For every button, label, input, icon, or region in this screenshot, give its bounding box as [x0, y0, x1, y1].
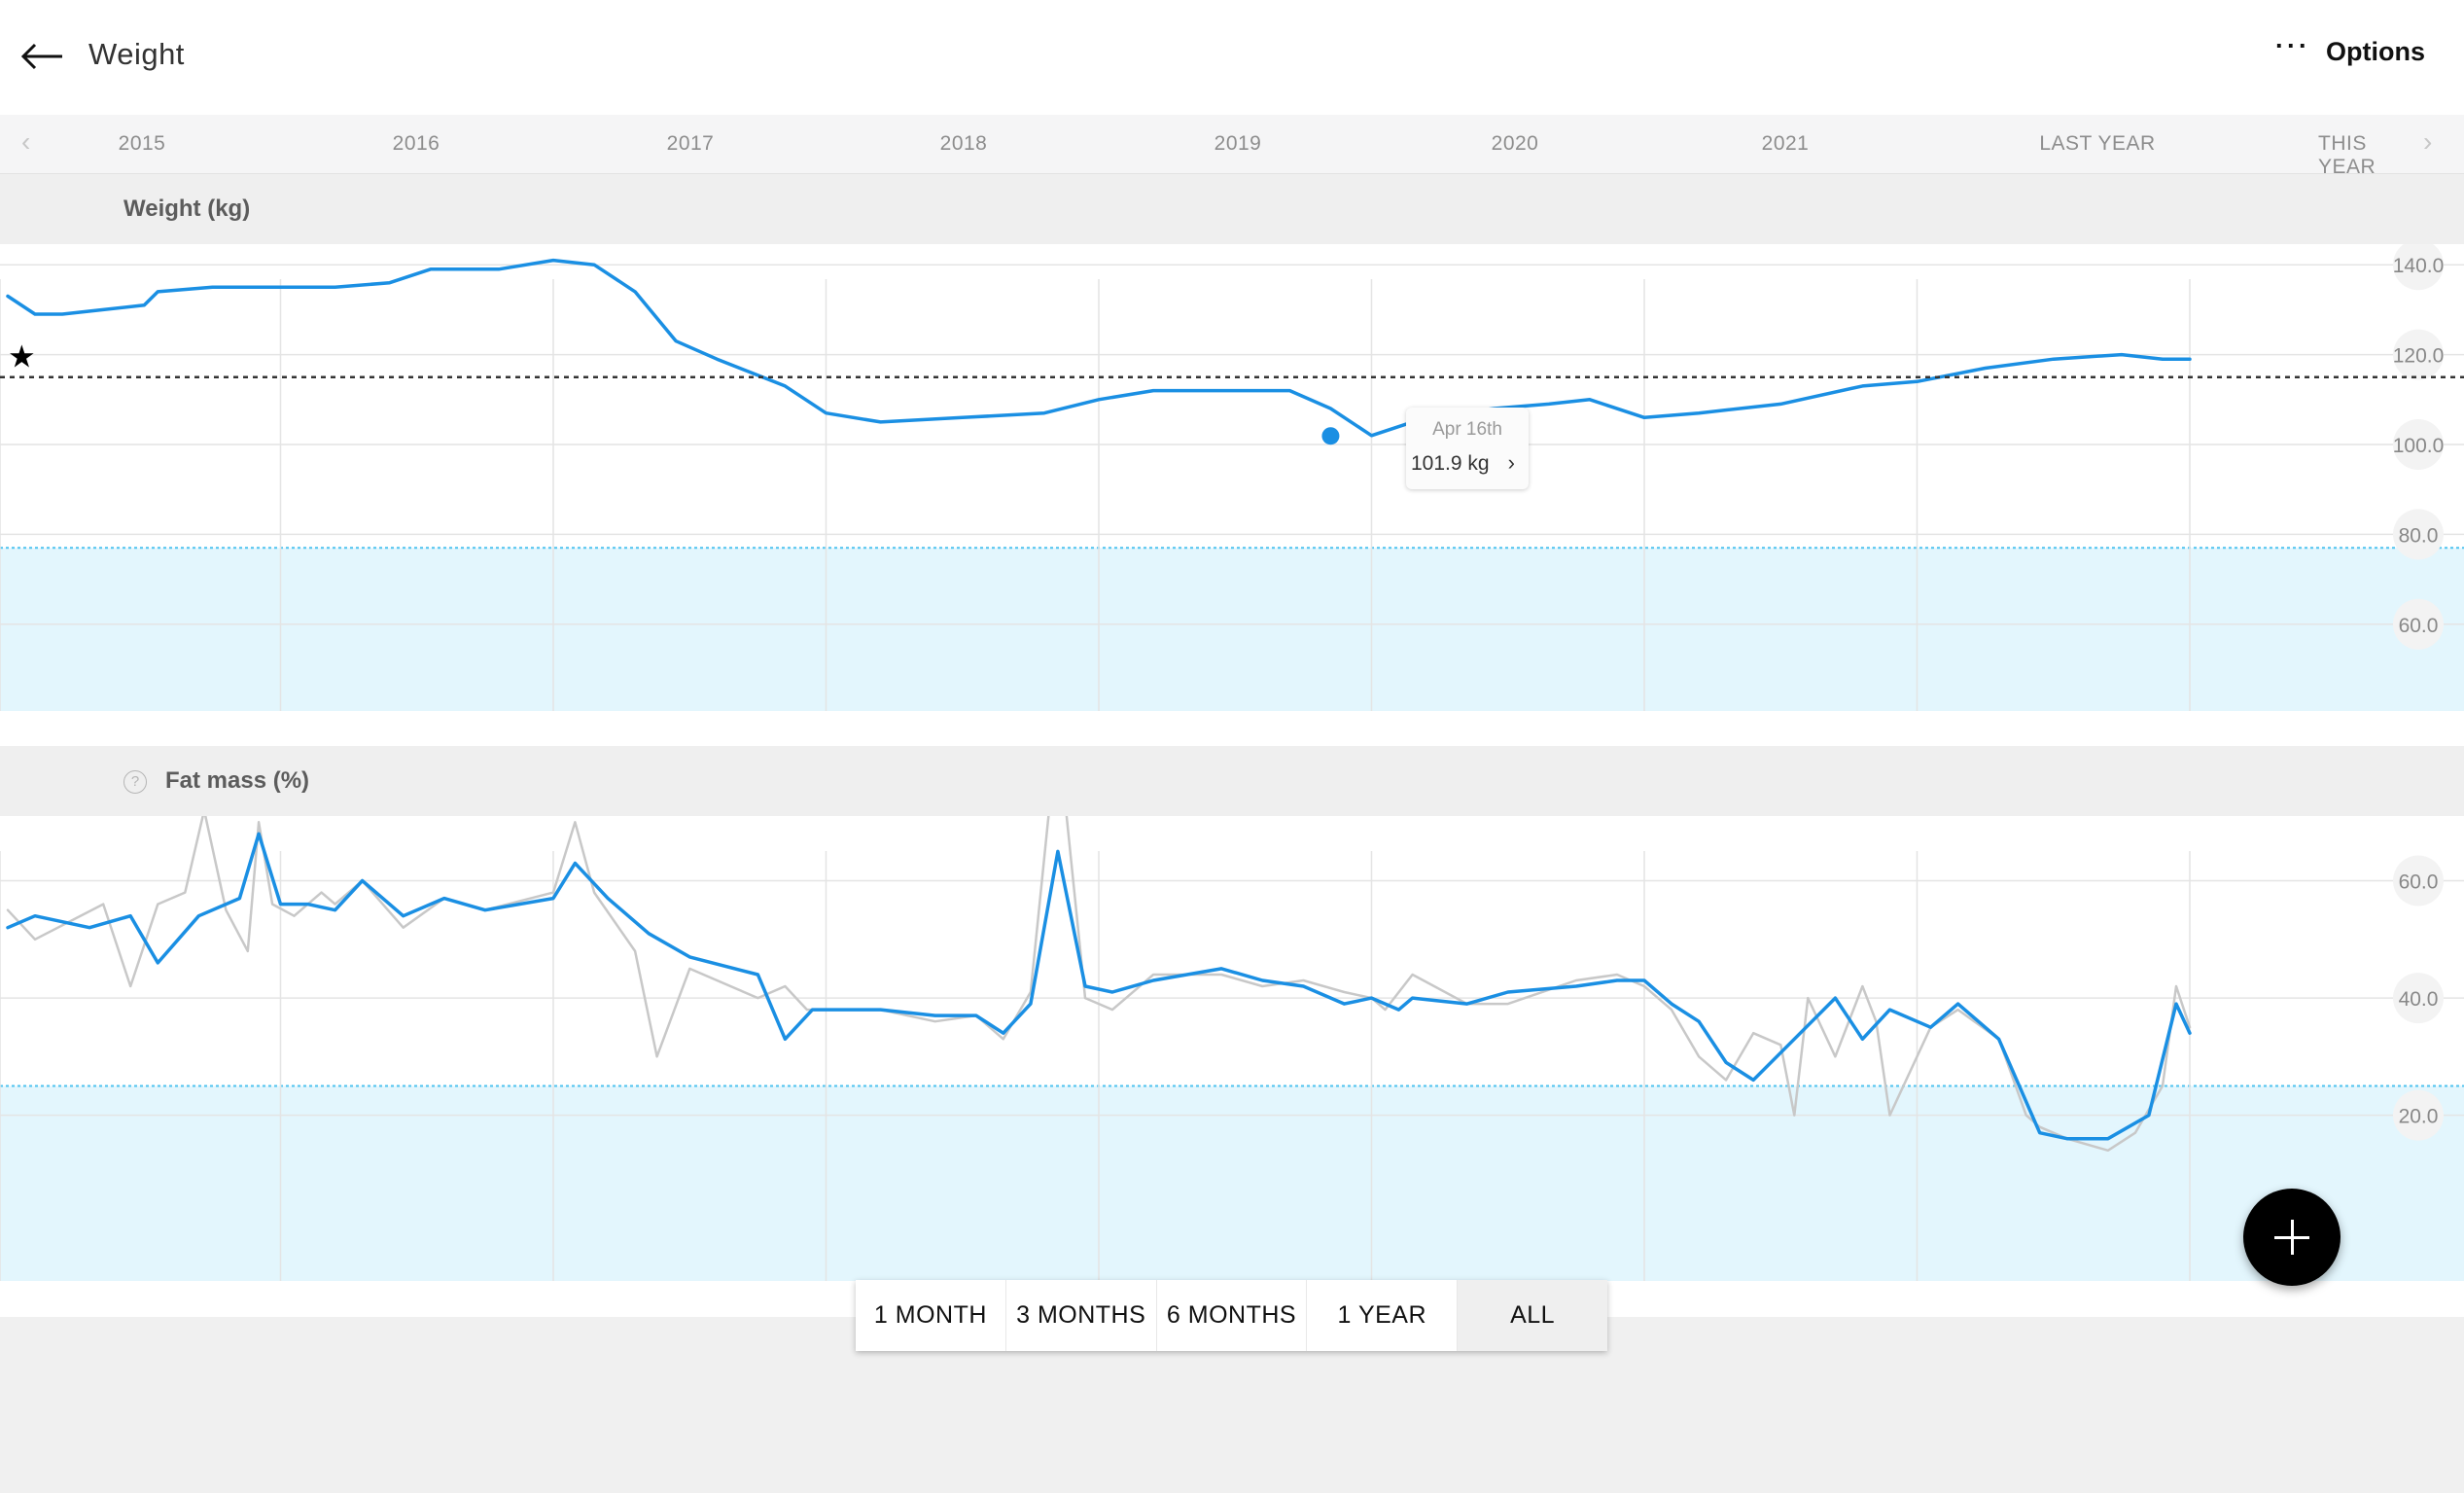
- weight-section-header: Weight (kg): [0, 174, 2464, 244]
- tooltip-date: Apr 16th: [1432, 419, 1502, 440]
- arrow-left-icon: [20, 43, 62, 70]
- raw-series-line: [6, 816, 2192, 1153]
- more-dots-icon: ···: [2275, 31, 2310, 60]
- page-title: Weight: [88, 37, 185, 71]
- timeline-year-2018[interactable]: 2018: [939, 132, 988, 155]
- y-tick-bubble: [2393, 509, 2444, 560]
- timeline-last-year[interactable]: LAST YEAR: [2039, 132, 2156, 155]
- options-label: Options: [2326, 37, 2425, 66]
- fat-mass-chart[interactable]: 60.0 40.0 20.0: [0, 816, 2464, 1317]
- chevron-right-icon[interactable]: ›: [2423, 126, 2433, 157]
- y-tick-bubble: [2393, 419, 2444, 470]
- range-3-months-button[interactable]: 3 MONTHS: [1006, 1280, 1157, 1351]
- timeline-this-year[interactable]: THIS YEAR: [2318, 132, 2376, 178]
- y-tick-label: 20.0: [2399, 1106, 2439, 1128]
- y-tick-bubble: [2393, 1089, 2444, 1141]
- normal-range-band: [0, 1085, 2464, 1281]
- y-tick-bubble: [2393, 244, 2444, 291]
- timeline-year-2017[interactable]: 2017: [666, 132, 715, 155]
- y-tick-label: 80.0: [2399, 524, 2439, 547]
- chevron-left-icon[interactable]: ‹: [21, 126, 31, 157]
- normal-range-band: [0, 548, 2464, 711]
- y-tick-label: 40.0: [2399, 988, 2439, 1011]
- chevron-right-icon: ›: [1507, 450, 1515, 475]
- timeline-year-2019[interactable]: 2019: [1214, 132, 1262, 155]
- weight-chart-panel: 140.0 120.0 100.0 80.0 60.0 ★ Apr 16th 101.9 …: [0, 244, 2464, 746]
- question-circle-icon[interactable]: ?: [123, 770, 147, 794]
- y-tick-bubble: [2393, 973, 2444, 1024]
- range-6-months-button[interactable]: 6 MONTHS: [1157, 1280, 1308, 1351]
- weight-chart[interactable]: 140.0 120.0 100.0 80.0 60.0 ★: [0, 244, 2464, 746]
- timeline-year-2016[interactable]: 2016: [392, 132, 440, 155]
- range-1-month-button[interactable]: 1 MONTH: [856, 1280, 1006, 1351]
- range-1-year-button[interactable]: 1 YEAR: [1307, 1280, 1459, 1351]
- timeline-year-2021[interactable]: 2021: [1761, 132, 1810, 155]
- options-button[interactable]: ··· Options: [2275, 31, 2425, 67]
- top-app-bar: Weight ··· Options: [0, 0, 2464, 115]
- timeline-year-2015[interactable]: 2015: [118, 132, 166, 155]
- y-tick-label: 100.0: [2393, 435, 2445, 457]
- y-tick-bubble: [2393, 329, 2444, 380]
- series-line: [6, 258, 2192, 438]
- y-tick-label: 60.0: [2399, 615, 2439, 637]
- star-icon: ★: [8, 338, 36, 375]
- fat-section-header: ? Fat mass (%): [0, 746, 2464, 816]
- y-tick-bubble: [2393, 598, 2444, 650]
- selected-measurement-tooltip[interactable]: Apr 16th 101.9 kg ›: [1406, 408, 1529, 489]
- selected-point: [1321, 427, 1340, 445]
- y-tick-bubble: [2393, 855, 2444, 906]
- back-button[interactable]: [18, 29, 72, 84]
- y-tick-label: 60.0: [2399, 871, 2439, 894]
- range-all-button[interactable]: ALL: [1458, 1280, 1607, 1351]
- fat-section-label: Fat mass (%): [165, 767, 310, 794]
- tooltip-value: 101.9 kg: [1411, 452, 1490, 475]
- fat-chart-panel: 60.0 40.0 20.0: [0, 816, 2464, 1317]
- y-tick-label: 120.0: [2393, 345, 2445, 368]
- timeline-year-2020[interactable]: 2020: [1491, 132, 1539, 155]
- add-measurement-button[interactable]: [2243, 1189, 2341, 1286]
- y-tick-label: 140.0: [2393, 255, 2445, 277]
- time-range-selector: 1 MONTH 3 MONTHS 6 MONTHS 1 YEAR ALL: [856, 1280, 1607, 1351]
- year-timeline: ‹ 2015 2016 2017 2018 2019 2020 2021 LAS…: [0, 115, 2464, 178]
- weight-section-label: Weight (kg): [123, 196, 251, 222]
- series-line: [6, 832, 2192, 1141]
